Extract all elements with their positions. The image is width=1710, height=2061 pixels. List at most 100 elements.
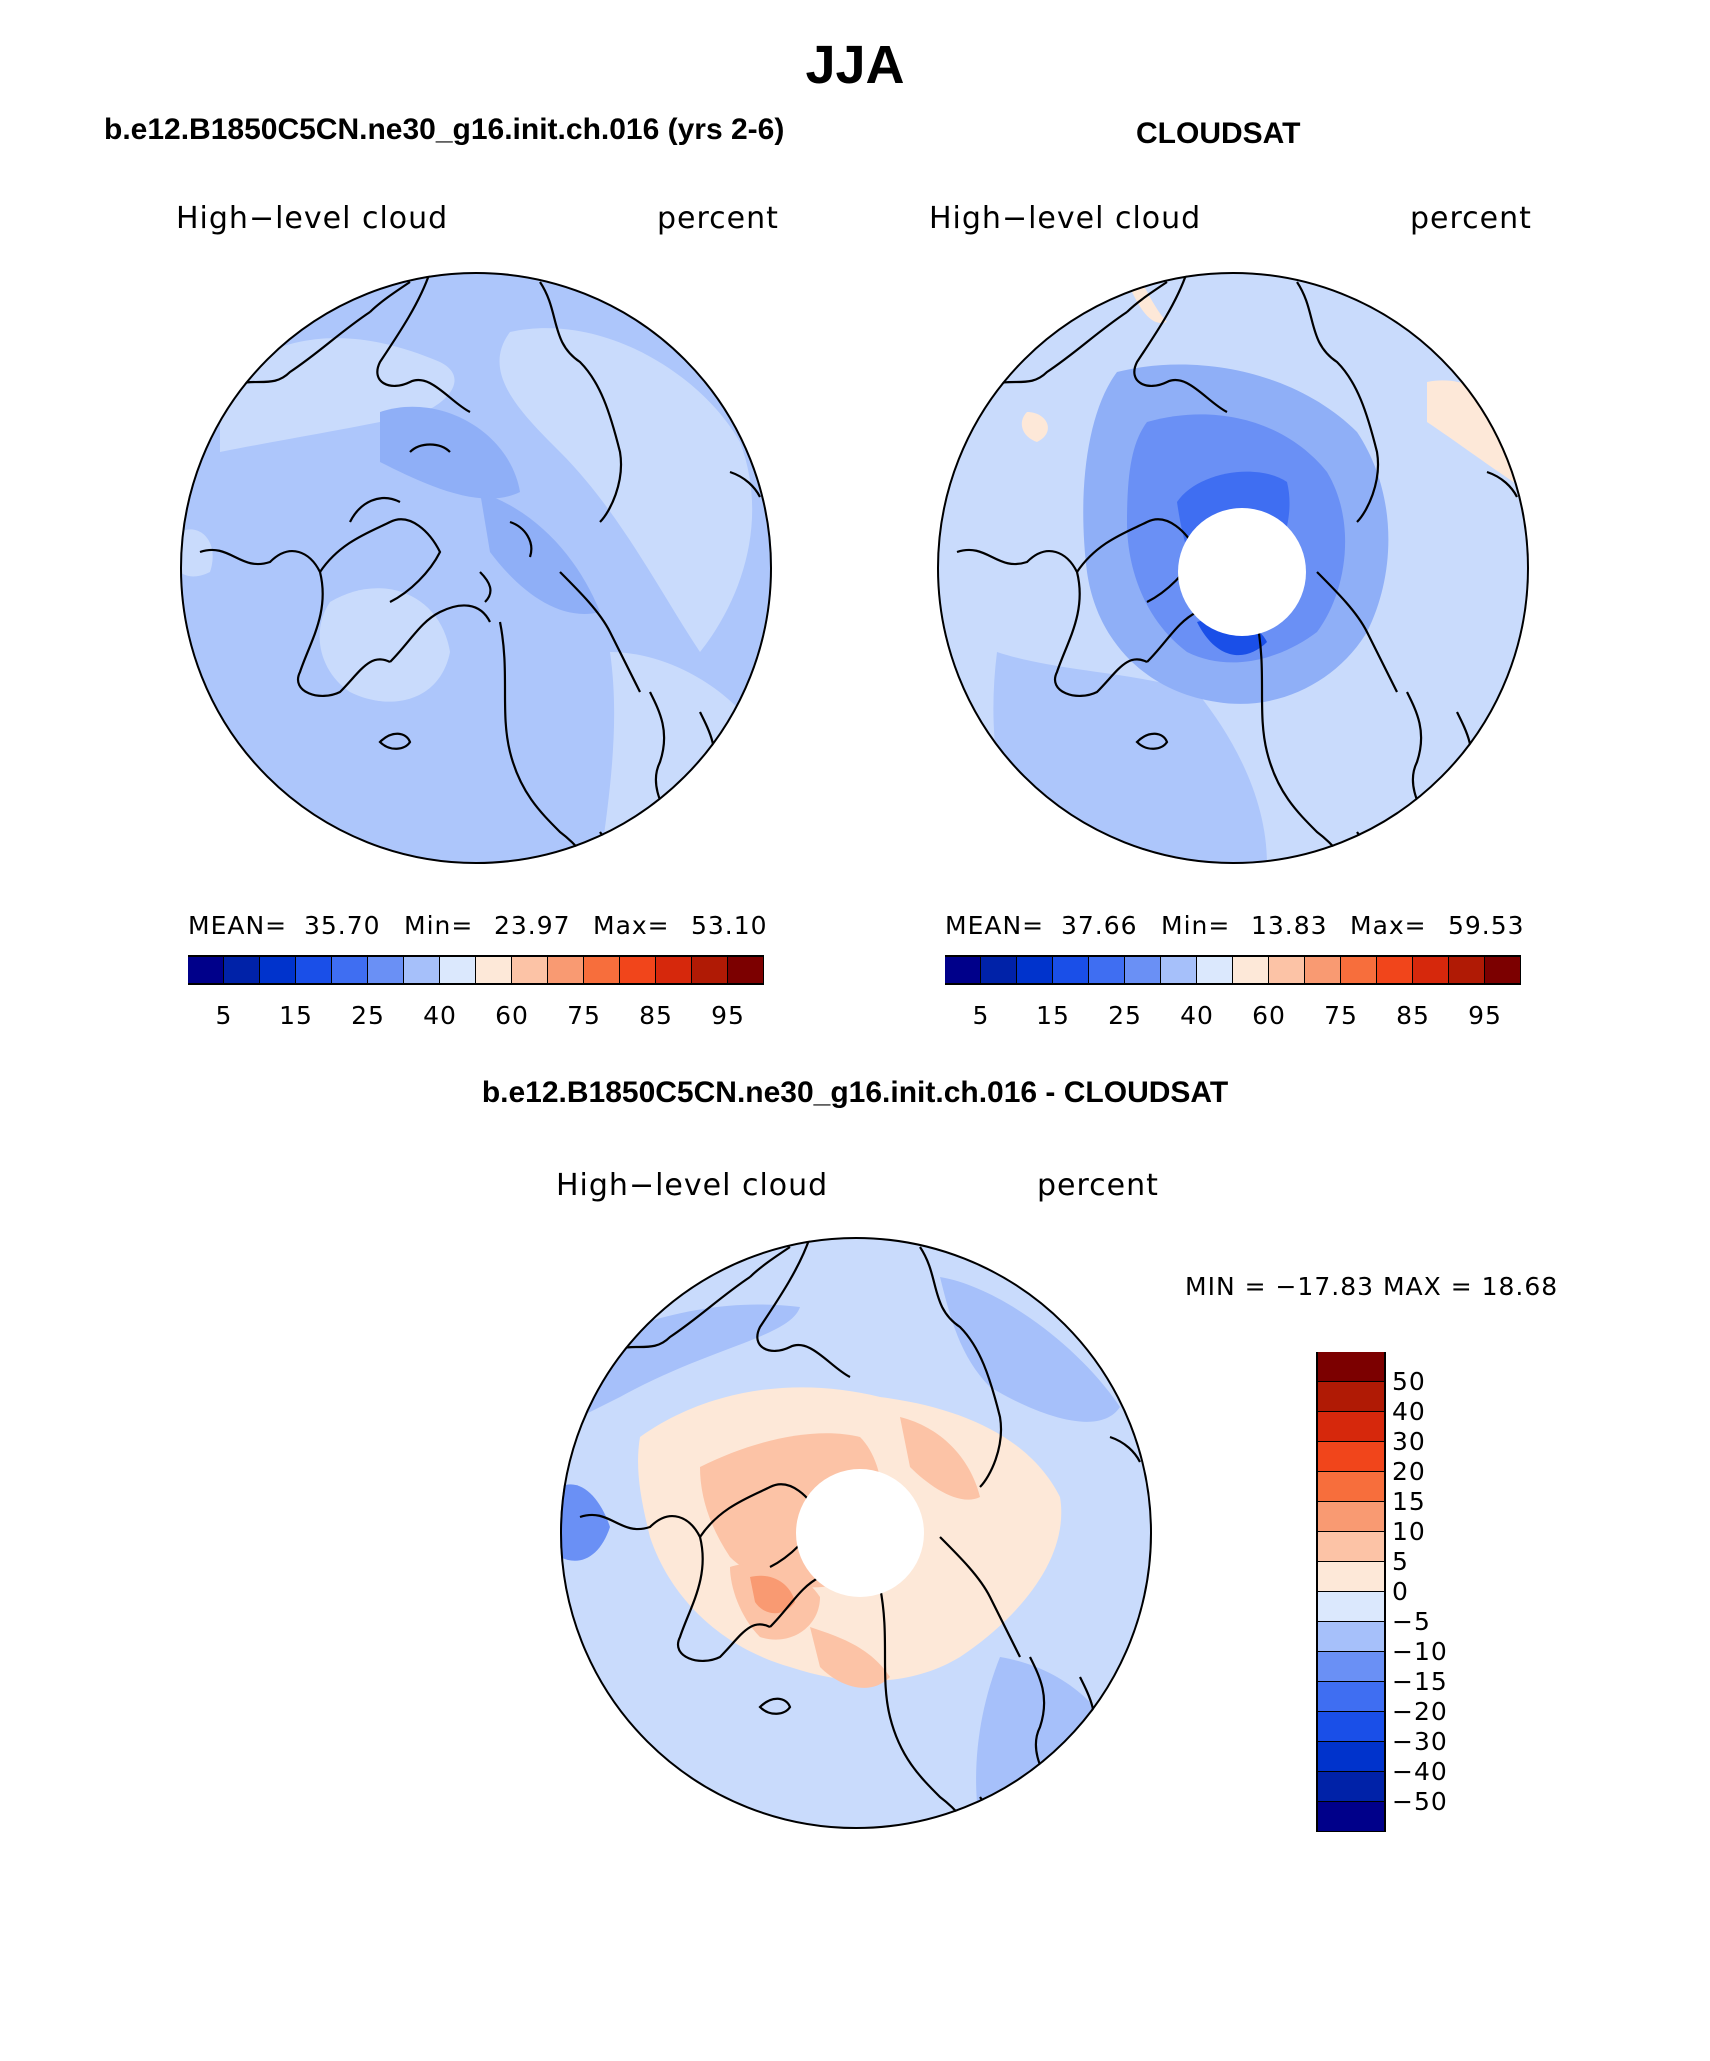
model-colorbar-swatch bbox=[332, 957, 368, 983]
obs-colorbar-swatch bbox=[1341, 957, 1377, 983]
obs-colorbar-tick-label: 85 bbox=[1396, 1001, 1430, 1030]
obs-colorbar-swatch bbox=[1485, 957, 1521, 983]
obs-map-border bbox=[937, 272, 1529, 864]
obs-colorbar-tick-label: 60 bbox=[1252, 1001, 1286, 1030]
diff-panel-title: b.e12.B1850C5CN.ne30_g16.init.ch.016 - C… bbox=[481, 1076, 1229, 1109]
obs-colorbar-swatch bbox=[945, 957, 981, 983]
diff-colorbar-swatch bbox=[1318, 1622, 1384, 1652]
obs-variable-label: High−level cloud bbox=[929, 201, 1202, 236]
model-colorbar-swatch bbox=[584, 957, 620, 983]
diff-colorbar-swatch bbox=[1318, 1712, 1384, 1742]
obs-max-label: Max= bbox=[1350, 911, 1427, 940]
diff-colorbar-swatch bbox=[1318, 1442, 1384, 1472]
obs-min-value: 13.83 bbox=[1251, 911, 1328, 940]
model-colorbar-swatch bbox=[476, 957, 512, 983]
obs-colorbar-swatch bbox=[1233, 957, 1269, 983]
model-polar-map bbox=[180, 272, 772, 864]
obs-colorbar-swatch bbox=[1053, 957, 1089, 983]
obs-colorbar-swatch bbox=[1161, 957, 1197, 983]
obs-colorbar-swatch bbox=[1269, 957, 1305, 983]
model-colorbar-tick-label: 95 bbox=[711, 1001, 745, 1030]
diff-colorbar-tick-label: −50 bbox=[1392, 1787, 1448, 1816]
model-colorbar bbox=[188, 955, 764, 985]
model-min-value: 23.97 bbox=[494, 911, 571, 940]
diff-colorbar-tick-label: −20 bbox=[1392, 1697, 1448, 1726]
obs-colorbar-swatch bbox=[981, 957, 1017, 983]
diff-polar-map bbox=[560, 1237, 1152, 1829]
diff-colorbar-tick-label: −10 bbox=[1392, 1637, 1448, 1666]
model-colorbar-tick-label: 5 bbox=[215, 1001, 233, 1030]
model-colorbar-swatch bbox=[404, 957, 440, 983]
obs-colorbar-swatch bbox=[1017, 957, 1053, 983]
obs-colorbar-swatch bbox=[1305, 957, 1341, 983]
model-colorbar-swatch bbox=[296, 957, 332, 983]
diff-variable-label: High−level cloud bbox=[556, 1168, 829, 1203]
diff-colorbar-tick-label: 50 bbox=[1392, 1367, 1426, 1396]
model-colorbar-swatch bbox=[440, 957, 476, 983]
obs-colorbar-swatch bbox=[1413, 957, 1449, 983]
figure-title: JJA bbox=[805, 35, 905, 95]
obs-max-value: 59.53 bbox=[1448, 911, 1525, 940]
model-map-border bbox=[180, 272, 772, 864]
model-colorbar-swatch bbox=[692, 957, 728, 983]
model-max-value: 53.10 bbox=[691, 911, 768, 940]
diff-colorbar-swatch bbox=[1318, 1652, 1384, 1682]
model-colorbar-tick-label: 60 bbox=[495, 1001, 529, 1030]
diff-colorbar-tick-label: 15 bbox=[1392, 1487, 1426, 1516]
obs-mean-value: 37.66 bbox=[1061, 911, 1138, 940]
diff-colorbar-tick-label: 40 bbox=[1392, 1397, 1426, 1426]
diff-colorbar-tick-label: 5 bbox=[1392, 1547, 1409, 1576]
diff-units-label: percent bbox=[1037, 1168, 1159, 1203]
model-mean-value: 35.70 bbox=[304, 911, 381, 940]
diff-colorbar-swatch bbox=[1318, 1772, 1384, 1802]
model-colorbar-tick-label: 85 bbox=[639, 1001, 673, 1030]
obs-colorbar-tick-label: 95 bbox=[1468, 1001, 1502, 1030]
obs-field bbox=[937, 272, 1529, 864]
model-colorbar-swatch bbox=[512, 957, 548, 983]
diff-polar-hole bbox=[796, 1469, 924, 1597]
obs-colorbar-tick-label: 25 bbox=[1108, 1001, 1142, 1030]
model-colorbar-swatch bbox=[368, 957, 404, 983]
model-colorbar-swatch bbox=[260, 957, 296, 983]
diff-colorbar-swatch bbox=[1318, 1802, 1384, 1832]
obs-panel-title: CLOUDSAT bbox=[1136, 117, 1301, 150]
obs-colorbar-tick-label: 40 bbox=[1180, 1001, 1214, 1030]
diff-colorbar-tick-label: 0 bbox=[1392, 1577, 1409, 1606]
obs-polar-map bbox=[937, 272, 1529, 864]
model-units-label: percent bbox=[657, 201, 779, 236]
obs-colorbar-swatch bbox=[1449, 957, 1485, 983]
obs-units-label: percent bbox=[1410, 201, 1532, 236]
obs-polar-hole bbox=[1178, 508, 1306, 636]
obs-colorbar-swatch bbox=[1377, 957, 1413, 983]
model-variable-label: High−level cloud bbox=[176, 201, 449, 236]
obs-colorbar-swatch bbox=[1125, 957, 1161, 983]
diff-colorbar-swatch bbox=[1318, 1742, 1384, 1772]
obs-colorbar bbox=[945, 955, 1521, 985]
model-colorbar-swatch bbox=[224, 957, 260, 983]
diff-colorbar-swatch bbox=[1318, 1532, 1384, 1562]
model-colorbar-swatch bbox=[620, 957, 656, 983]
obs-colorbar-tick-label: 5 bbox=[972, 1001, 990, 1030]
diff-colorbar-swatch bbox=[1318, 1382, 1384, 1412]
obs-colorbar-swatch bbox=[1089, 957, 1125, 983]
model-min-label: Min= bbox=[404, 911, 474, 940]
diff-colorbar-swatch bbox=[1318, 1592, 1384, 1622]
obs-colorbar-tick-label: 15 bbox=[1036, 1001, 1070, 1030]
model-colorbar-tick-label: 75 bbox=[567, 1001, 601, 1030]
diff-colorbar-swatch bbox=[1318, 1412, 1384, 1442]
diff-colorbar-swatch bbox=[1318, 1472, 1384, 1502]
model-colorbar-swatch bbox=[656, 957, 692, 983]
diff-colorbar-tick-label: −15 bbox=[1392, 1667, 1448, 1696]
model-max-label: Max= bbox=[593, 911, 670, 940]
diff-colorbar-tick-label: −5 bbox=[1392, 1607, 1431, 1636]
diff-map-border bbox=[560, 1237, 1152, 1829]
diff-colorbar-swatch bbox=[1318, 1502, 1384, 1532]
model-mean-label: MEAN= bbox=[188, 911, 288, 940]
diff-colorbar-tick-label: 20 bbox=[1392, 1457, 1426, 1486]
diff-colorbar-swatch bbox=[1318, 1352, 1384, 1382]
model-colorbar-swatch bbox=[188, 957, 224, 983]
diff-colorbar-swatch bbox=[1318, 1562, 1384, 1592]
model-colorbar-tick-label: 15 bbox=[279, 1001, 313, 1030]
model-colorbar-swatch bbox=[548, 957, 584, 983]
model-colorbar-tick-label: 25 bbox=[351, 1001, 385, 1030]
